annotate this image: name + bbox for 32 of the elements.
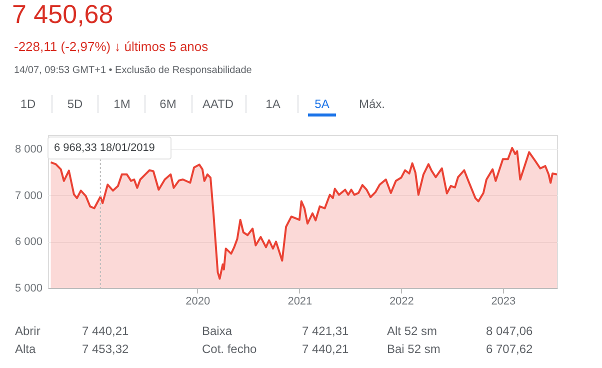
text: 7 421,31 [302, 324, 350, 338]
x-tick-label: 2023 [491, 296, 516, 308]
text: Alta [15, 342, 36, 356]
text: 8 047,06 [486, 324, 534, 338]
text: 1M [114, 97, 130, 111]
ref-line-label: 6 968,33 18/01/2019 [54, 142, 155, 154]
text: 5D [67, 97, 83, 111]
chart-subtitle: -228,11 (-2,97%) ↓ últimos 5 anos [14, 39, 209, 54]
x-tick-label: 2021 [288, 296, 312, 308]
y-tick-label: 8 000 [14, 143, 42, 156]
text: 14/07, 09:53 GMT+1 • Exclusão de Responsabilidade [14, 65, 252, 76]
text: Bai 52 sm [387, 342, 440, 356]
text: 1A [266, 97, 280, 111]
text: Abrir [15, 324, 40, 338]
text: 7 440,21 [302, 342, 350, 356]
text: Alt 52 sm [387, 324, 438, 338]
text: Baixa [202, 324, 232, 338]
text: 5A [314, 97, 330, 111]
text: 6 707,62 [486, 342, 534, 356]
text: 7 440,21 [82, 324, 130, 338]
y-tick-label: 5 000 [14, 282, 42, 294]
text: 1D [20, 97, 36, 111]
x-tick-label: 2020 [186, 296, 210, 308]
text: 7 453,32 [82, 342, 130, 356]
x-tick-label: 2022 [389, 296, 414, 308]
text: 6M [160, 97, 176, 111]
chart-title: 7 450,68 [12, 0, 114, 29]
text: Máx. [358, 97, 386, 111]
y-tick-label: 7 000 [14, 190, 42, 202]
y-tick-label: 6 000 [14, 236, 42, 248]
text: AATD [202, 97, 234, 111]
text: Cot. fecho [202, 342, 258, 356]
